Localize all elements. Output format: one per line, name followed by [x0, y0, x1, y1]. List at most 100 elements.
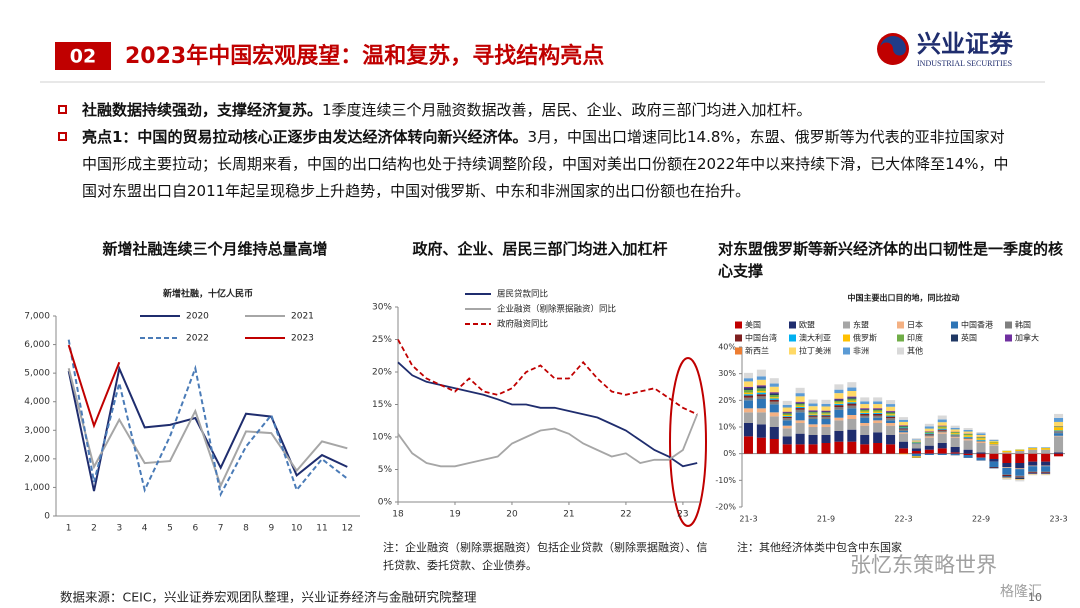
legend-swatch: [843, 321, 850, 329]
bar-segment: [847, 402, 857, 404]
bar-segment: [756, 412, 766, 425]
bar-segment: [898, 419, 909, 422]
bar-segment: [808, 403, 818, 407]
legend-label: 中国台湾: [745, 333, 777, 343]
bar-segment: [808, 416, 818, 419]
y-tick-label: 30%: [718, 369, 736, 378]
bar-segment: [976, 440, 986, 442]
bar-segment: [808, 406, 818, 411]
bar-segment: [847, 396, 857, 398]
legend-label: 2023: [291, 334, 314, 344]
bar-segment: [898, 431, 909, 433]
bar-segment: [821, 424, 831, 427]
bar-segment: [963, 435, 973, 437]
bar-segment: [743, 408, 753, 413]
bar-segment: [886, 435, 896, 445]
bar-segment: [989, 453, 999, 459]
line-series: [397, 361, 698, 468]
bar-segment: [769, 393, 779, 395]
bar-segment: [886, 415, 896, 417]
bar-segment: [898, 453, 909, 455]
bar-segment: [873, 417, 883, 421]
bar-segment: [756, 376, 766, 380]
bar-segment: [911, 456, 921, 458]
chart-note: 注：其他经济体类中包含中东国家: [737, 541, 902, 554]
highlight-ellipse: [669, 357, 707, 527]
bar-segment: [963, 436, 973, 438]
bar-segment: [1028, 453, 1038, 462]
bar-segment: [898, 428, 909, 430]
x-tick-label: 22-9: [972, 515, 990, 524]
bar-segment: [795, 420, 805, 423]
bar-segment: [834, 389, 844, 394]
bar-segment: [782, 418, 792, 421]
bar-segment: [743, 381, 753, 387]
watermark: 张忆东策略世界: [850, 553, 997, 577]
bar-segment: [911, 444, 921, 449]
bar-segment: [756, 424, 766, 438]
slide-title: 2023年中国宏观展望：温和复苏，寻找结构亮点: [125, 43, 604, 69]
bar-segment: [808, 435, 818, 445]
bar-segment: [950, 435, 960, 436]
bar-segment: [769, 401, 779, 405]
bar-segment: [847, 397, 857, 399]
bar-segment: [1002, 467, 1012, 475]
bar-segment: [989, 441, 999, 443]
bar-segment: [873, 409, 883, 412]
bar-segment: [924, 437, 934, 446]
bar-segment: [911, 438, 921, 440]
bar-segment: [898, 429, 909, 431]
y-tick-label: 30%: [372, 303, 392, 313]
bar-segment: [782, 425, 792, 429]
bar-segment: [821, 414, 831, 416]
bar-segment: [795, 408, 805, 410]
y-tick-label: 40%: [718, 343, 736, 352]
bar-segment: [1054, 452, 1064, 454]
bar-segment: [937, 453, 947, 455]
bar-segment: [924, 436, 934, 438]
bar-segment: [873, 413, 883, 416]
bar-segment: [924, 432, 934, 434]
bar-segment: [795, 403, 805, 406]
bar-segment: [886, 404, 896, 407]
bar-segment: [821, 435, 831, 443]
bar-segment: [834, 400, 844, 403]
footer-source: 数据来源：CEIC，兴业证券宏观团队整理，兴业证券经济与金融研究院整理: [60, 590, 477, 605]
bar-segment: [860, 409, 870, 412]
bar-segment: [1002, 476, 1012, 478]
bar-segment: [782, 444, 792, 454]
bar-segment: [821, 406, 831, 411]
bar-segment: [886, 425, 896, 435]
bar-segment: [937, 415, 947, 420]
bar-segment: [847, 441, 857, 454]
bar-segment: [1015, 463, 1025, 469]
bar-segment: [886, 444, 896, 454]
x-tick-label: 21-3: [739, 515, 757, 524]
bar-segment: [756, 396, 766, 399]
bar-segment: [911, 442, 921, 444]
bar-segment: [924, 431, 934, 433]
bar-segment: [989, 439, 999, 441]
bar-segment: [1002, 451, 1012, 453]
bar-segment: [860, 423, 870, 426]
bar-segment: [898, 433, 909, 442]
bar-segment: [1041, 472, 1051, 473]
bar-segment: [795, 396, 805, 402]
bar-segment: [963, 429, 973, 432]
bar-segment: [769, 416, 779, 427]
bar-segment: [873, 401, 883, 405]
legend-swatch: [843, 347, 850, 355]
bar-segment: [821, 412, 831, 414]
bar-segment: [769, 399, 779, 402]
legend-swatch: [897, 321, 904, 329]
bar-segment: [1015, 449, 1025, 451]
legend-swatch: [789, 321, 796, 329]
bar-segment: [860, 444, 870, 454]
y-tick-label: -20%: [715, 503, 736, 512]
bar-segment: [924, 449, 934, 454]
bar-segment: [795, 423, 805, 434]
bar-segment: [860, 397, 870, 402]
bar-segment: [950, 453, 960, 455]
bar-segment: [898, 432, 909, 434]
